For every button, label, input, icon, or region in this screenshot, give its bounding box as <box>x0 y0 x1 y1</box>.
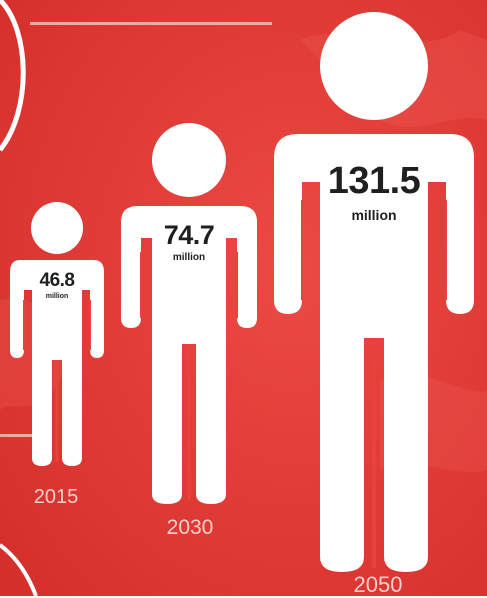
year-label-2015: 2015 <box>33 486 79 508</box>
year-label-2050: 2050 <box>353 572 403 597</box>
person-figure-2050: 131.5 million <box>270 12 478 574</box>
population-value-2030: 74.7 <box>163 220 215 250</box>
year-label-2030: 2030 <box>166 516 214 539</box>
bottom-curve <box>0 543 38 596</box>
person-figure-2030: 74.7 million <box>118 122 260 506</box>
person-figure-2015: 46.8 million <box>6 200 108 468</box>
person-icon <box>121 123 257 504</box>
population-unit-2030: million <box>172 252 206 263</box>
population-unit-2015: million <box>45 293 69 300</box>
person-icon <box>10 202 104 466</box>
circle-edge <box>0 0 26 152</box>
population-unit-2050: million <box>351 207 397 223</box>
bottom-divider-line <box>0 434 40 437</box>
population-value-2015: 46.8 <box>39 270 75 291</box>
person-icon <box>274 12 474 572</box>
top-divider-line <box>30 22 272 25</box>
population-value-2050: 131.5 <box>327 160 421 202</box>
